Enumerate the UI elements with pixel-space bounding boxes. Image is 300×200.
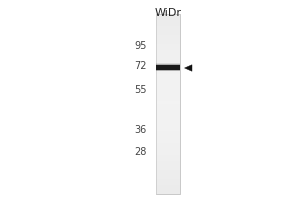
- Bar: [156, 89, 180, 92]
- Bar: [156, 182, 180, 185]
- Bar: [156, 14, 180, 17]
- Bar: [156, 119, 180, 122]
- Bar: [156, 95, 180, 98]
- Bar: [156, 101, 180, 104]
- Bar: [156, 71, 180, 74]
- Bar: [156, 155, 180, 158]
- Bar: [156, 62, 180, 65]
- Bar: [156, 164, 180, 167]
- Bar: [156, 104, 180, 107]
- Bar: [156, 179, 180, 182]
- Bar: [156, 92, 180, 95]
- Bar: [156, 185, 180, 188]
- Bar: [156, 64, 180, 66]
- Bar: [156, 158, 180, 161]
- Polygon shape: [184, 65, 192, 71]
- Bar: [156, 65, 180, 70]
- Bar: [156, 86, 180, 89]
- Bar: [156, 80, 180, 83]
- Bar: [156, 137, 180, 140]
- Bar: [156, 152, 180, 155]
- Bar: [156, 110, 180, 113]
- Bar: [156, 107, 180, 110]
- Bar: [156, 98, 180, 101]
- Bar: [156, 134, 180, 137]
- Bar: [156, 44, 180, 47]
- Bar: [156, 38, 180, 41]
- Bar: [156, 35, 180, 38]
- Bar: [156, 50, 180, 53]
- Bar: [156, 170, 180, 173]
- Bar: [156, 62, 180, 66]
- Bar: [156, 14, 180, 194]
- Bar: [156, 173, 180, 176]
- Bar: [156, 83, 180, 86]
- Bar: [156, 69, 180, 71]
- Bar: [156, 131, 180, 134]
- Bar: [156, 149, 180, 152]
- Text: 72: 72: [134, 61, 147, 71]
- Text: WiDr: WiDr: [154, 8, 182, 18]
- Bar: [156, 122, 180, 125]
- Bar: [156, 17, 180, 20]
- Bar: [156, 53, 180, 56]
- Bar: [156, 68, 180, 71]
- Bar: [156, 167, 180, 170]
- Bar: [156, 188, 180, 191]
- Bar: [156, 128, 180, 131]
- Bar: [156, 32, 180, 35]
- Bar: [156, 191, 180, 194]
- Text: 55: 55: [134, 85, 147, 95]
- Bar: [156, 77, 180, 80]
- Bar: [156, 47, 180, 50]
- Bar: [156, 56, 180, 59]
- Text: 36: 36: [135, 125, 147, 135]
- Bar: [156, 146, 180, 149]
- Text: 95: 95: [135, 41, 147, 51]
- Text: 28: 28: [135, 147, 147, 157]
- Bar: [156, 14, 180, 194]
- Bar: [156, 20, 180, 23]
- Bar: [156, 143, 180, 146]
- Bar: [156, 68, 180, 71]
- Bar: [156, 23, 180, 26]
- Bar: [156, 74, 180, 77]
- Bar: [156, 125, 180, 128]
- Bar: [156, 161, 180, 164]
- Bar: [156, 29, 180, 32]
- Bar: [156, 113, 180, 116]
- Bar: [156, 140, 180, 143]
- Bar: [156, 41, 180, 44]
- Bar: [156, 26, 180, 29]
- Bar: [156, 116, 180, 119]
- Bar: [156, 59, 180, 62]
- Bar: [156, 176, 180, 179]
- Bar: [156, 65, 180, 68]
